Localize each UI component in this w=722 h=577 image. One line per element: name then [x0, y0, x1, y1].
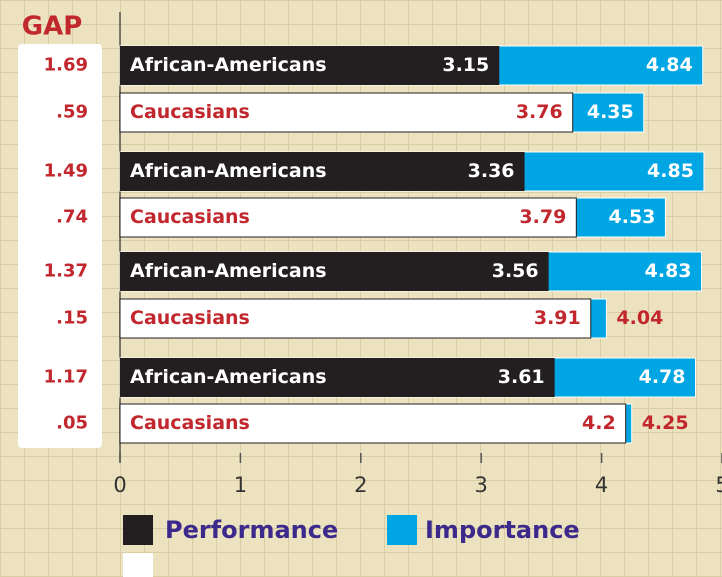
- performance-label: 3.76: [516, 101, 563, 123]
- category-label: African-Americans: [130, 260, 327, 282]
- performance-label: 4.2: [582, 412, 616, 434]
- gap-label: .15: [56, 308, 88, 329]
- performance-label: 3.79: [519, 206, 566, 228]
- legend-label: Performance: [165, 516, 338, 544]
- category-label: Caucasians: [130, 101, 250, 123]
- performance-label: 3.36: [468, 160, 515, 182]
- x-tick-label: 2: [354, 473, 367, 497]
- importance-label: 4.85: [647, 160, 694, 182]
- x-tick-label: 0: [113, 473, 126, 497]
- importance-label: 4.04: [616, 307, 663, 329]
- gap-label: 1.69: [44, 55, 88, 76]
- legend-label: Importance: [425, 516, 580, 544]
- gap-label: .05: [56, 413, 88, 434]
- performance-label: 3.15: [442, 54, 489, 76]
- performance-label: 3.56: [492, 260, 539, 282]
- legend-swatch: [123, 553, 153, 577]
- performance-bar: [119, 92, 574, 133]
- gap-label: 1.49: [44, 161, 88, 182]
- category-label: African-Americans: [130, 54, 327, 76]
- performance-bar: [120, 358, 555, 397]
- x-tick-label: 5: [715, 473, 722, 497]
- performance-bar: [119, 298, 592, 339]
- performance-bar: [119, 403, 627, 444]
- legend-swatch: [123, 515, 153, 545]
- performance-bar: [120, 152, 525, 191]
- gap-title: GAP: [22, 12, 83, 42]
- category-label: African-Americans: [130, 160, 327, 182]
- gap-label: 1.37: [44, 261, 88, 282]
- gap-label: 1.17: [44, 367, 88, 388]
- performance-bar: [120, 252, 549, 291]
- x-tick-label: 1: [234, 473, 247, 497]
- legend-swatch: [387, 515, 417, 545]
- category-label: Caucasians: [130, 412, 250, 434]
- x-tick-label: 3: [475, 473, 488, 497]
- gap-label: .74: [56, 207, 88, 228]
- category-label: African-Americans: [130, 366, 327, 388]
- category-label: Caucasians: [130, 206, 250, 228]
- performance-bar: [119, 197, 577, 238]
- importance-label: 4.53: [609, 206, 656, 228]
- importance-label: 4.78: [639, 366, 686, 388]
- importance-label: 4.83: [645, 260, 692, 282]
- importance-label: 4.84: [646, 54, 693, 76]
- x-tick-label: 4: [595, 473, 608, 497]
- performance-label: 3.61: [498, 366, 545, 388]
- category-label: Caucasians: [130, 307, 250, 329]
- importance-label: 4.35: [587, 101, 634, 123]
- performance-bar: [120, 46, 500, 85]
- performance-label: 3.91: [534, 307, 581, 329]
- gap-box: [18, 44, 102, 448]
- importance-label: 4.25: [642, 412, 689, 434]
- gap-label: .59: [56, 102, 88, 123]
